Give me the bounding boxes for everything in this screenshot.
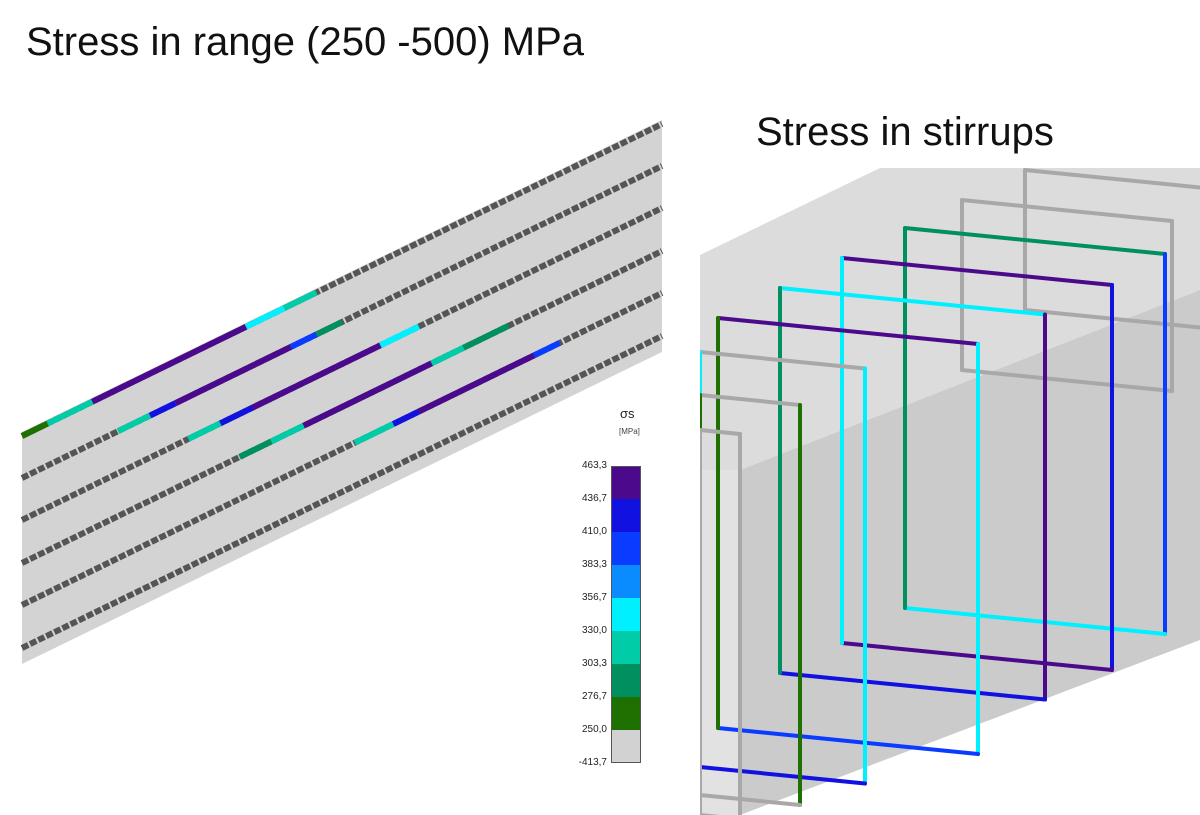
legend-swatch — [611, 565, 641, 598]
rebar-stress-segment — [379, 323, 421, 348]
legend-tick-label: 330,0 — [581, 625, 607, 636]
rebar-stress-segment — [353, 421, 395, 446]
rebar-stress-segment — [283, 289, 318, 311]
rebar-stress-segment — [20, 420, 49, 439]
legend-symbol: σs — [620, 406, 635, 421]
stirrup-leg — [700, 350, 867, 371]
stirrup-leg — [700, 793, 802, 807]
legend-swatch — [611, 499, 641, 532]
longitudinal-bars — [20, 121, 664, 651]
legend-tick-label: 436,7 — [581, 493, 607, 504]
legend-swatch — [611, 631, 641, 664]
rebar-stress-segment — [116, 412, 152, 434]
stirrups-group — [700, 168, 1200, 815]
legend-swatch — [611, 466, 641, 499]
rebar-stress-segment — [46, 398, 94, 427]
stirrup-leg — [700, 765, 867, 786]
stirrups-title: Stress in stirrups — [756, 110, 1054, 154]
rebar-stress-segment — [532, 340, 561, 359]
legend-tick-label: 463,3 — [581, 460, 607, 471]
legend-tick-label: -413,7 — [578, 757, 607, 768]
rebar-stress-segment — [244, 305, 286, 330]
stirrup-leg — [1023, 308, 1200, 330]
legend-swatch — [611, 598, 641, 631]
legend-tick-label: 383,3 — [581, 559, 607, 570]
legend-tick-label: 250,0 — [581, 724, 607, 735]
rebar-stress-segment — [417, 352, 536, 415]
stirrup-leg — [960, 368, 1174, 393]
legend-tick-label: 356,7 — [581, 592, 607, 603]
rebar-stress-segment — [315, 319, 344, 338]
stirrup-leg — [840, 256, 1114, 287]
rebar-stress-segment — [91, 324, 248, 405]
legend-swatch — [611, 664, 641, 697]
rebar-stress-segment — [251, 342, 382, 411]
stirrup-leg — [716, 726, 980, 756]
legend-tick-label: 303,3 — [581, 658, 607, 669]
rebar — [20, 333, 664, 651]
stirrup-leg — [778, 286, 1047, 317]
legend-swatch — [611, 697, 641, 730]
legend-tick-label: 276,7 — [581, 691, 607, 702]
legend-tick-label: 410,0 — [581, 526, 607, 537]
rebar-stress-segment — [148, 400, 177, 419]
rebar-stress-segment — [289, 331, 318, 350]
legend-unit: [MPa] — [619, 427, 640, 436]
main-title: Stress in range (250 -500) MPa — [26, 20, 585, 64]
rebar — [20, 290, 664, 608]
stirrup-leg — [700, 393, 802, 407]
rebar-stress-segment — [430, 345, 465, 367]
stirrup-leg — [716, 316, 980, 346]
rebar-stress-segment — [270, 423, 305, 445]
rebar-stress-segment — [391, 408, 421, 427]
stirrup-leg — [778, 671, 1047, 702]
rebar-stress-segment — [238, 438, 273, 460]
rebar-stress-segment — [462, 323, 510, 351]
legend-swatch — [611, 532, 641, 565]
rebar-stress-segment — [174, 344, 293, 406]
beam-side-face — [740, 290, 1200, 815]
stirrup-leg — [700, 428, 742, 436]
legend-swatch — [611, 730, 641, 763]
stirrup-leg — [903, 226, 1167, 256]
rebar-stress-segment — [302, 360, 433, 429]
rebar-stress-segment — [219, 404, 254, 426]
stirrup-leg — [1023, 168, 1200, 190]
rebar-stress-segment — [187, 420, 222, 442]
stirrup-leg — [960, 198, 1174, 223]
stirrup-leg — [903, 606, 1167, 636]
